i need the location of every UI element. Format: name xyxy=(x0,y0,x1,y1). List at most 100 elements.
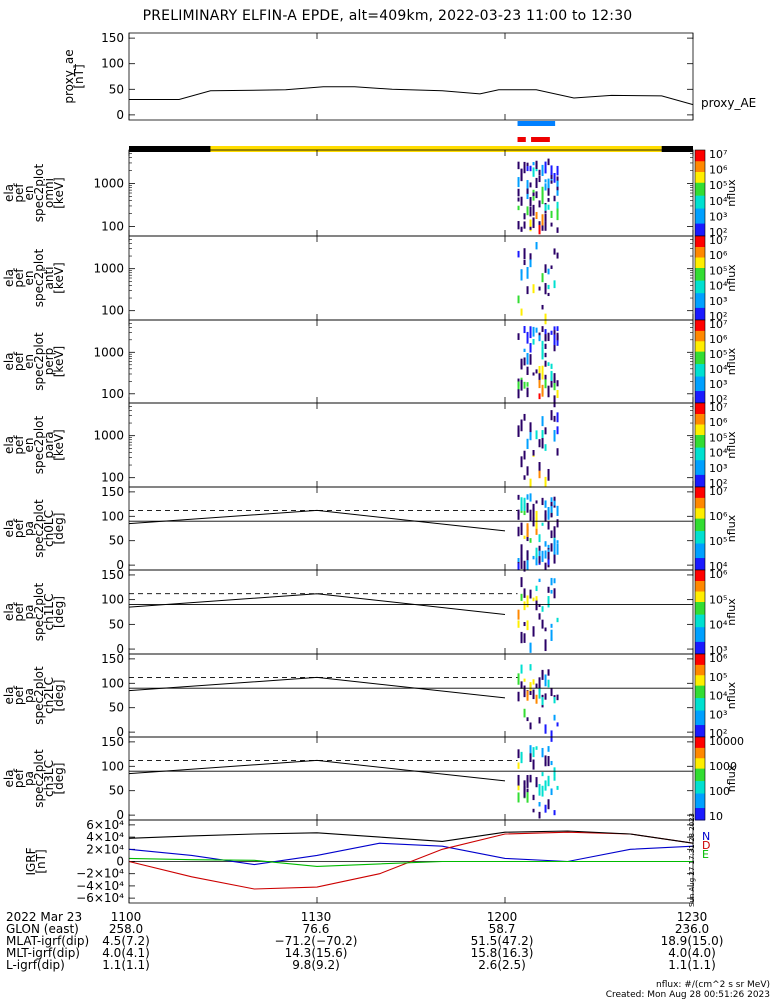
spectrogram-pixel xyxy=(529,682,532,691)
orbit-info-value: 14.3(15.6) xyxy=(285,946,348,960)
spectrogram-pixel xyxy=(556,201,559,212)
spectrogram-pixel xyxy=(544,724,547,734)
colorbar-swatch xyxy=(695,449,705,452)
spectrogram-pixel xyxy=(532,759,535,770)
y-axis-ticks: 100 1000 xyxy=(93,429,693,485)
y-axis-label-line: spec2plot xyxy=(32,163,46,222)
colorbar-swatch xyxy=(695,468,705,471)
colorbar-tick-label: 10⁴ xyxy=(709,560,728,573)
colorbar-tick-label: 10⁵ xyxy=(709,264,727,277)
colorbar-swatch xyxy=(695,699,705,703)
spectrogram-pixel xyxy=(556,252,559,259)
y-axis-label-line: ch2LC xyxy=(42,677,56,714)
spectrogram-pixel xyxy=(535,683,538,689)
colorbar-swatch xyxy=(695,186,705,190)
colorbar-swatch xyxy=(695,549,705,552)
y-tick-label: 4×10⁴ xyxy=(86,830,124,844)
spectrogram-pixel xyxy=(523,497,526,502)
spectrogram-pixel xyxy=(550,165,553,175)
spectrogram-pixel xyxy=(556,227,559,233)
spectrogram-pixel xyxy=(523,633,526,643)
colorbar-swatch xyxy=(695,158,705,162)
colorbar-swatch xyxy=(695,580,705,584)
y-axis-label-line: [keV] xyxy=(52,262,66,293)
spectrogram-pixel xyxy=(547,185,550,196)
y-tick-label: 50 xyxy=(109,82,124,96)
x-axis-ticks xyxy=(128,820,694,903)
spectrogram-pixel xyxy=(538,534,541,543)
colorbar-swatch xyxy=(695,184,705,188)
colorbar-frame xyxy=(694,736,706,821)
spectrogram-pixel xyxy=(523,535,526,539)
colorbar-swatch xyxy=(695,294,705,298)
colorbar-swatch xyxy=(695,487,705,490)
spectrogram-pixel xyxy=(517,609,520,620)
y-tick-label: −6×10⁴ xyxy=(76,891,124,905)
colorbar-swatch xyxy=(695,705,705,709)
colorbar-swatch xyxy=(695,273,705,277)
spectrogram-pixel xyxy=(547,332,550,342)
spectrogram-pixel xyxy=(517,188,520,197)
colorbar-swatch xyxy=(695,805,705,809)
colorbar-swatch xyxy=(695,770,705,773)
spectrogram-pixel xyxy=(553,714,556,721)
spectrogram-pixel xyxy=(517,177,520,188)
colorbar-swatch xyxy=(695,216,705,220)
spectrogram-pixel xyxy=(535,596,538,601)
spectrogram-pixel xyxy=(520,379,523,384)
colorbar-swatch xyxy=(695,572,705,575)
spectrogram-pixel xyxy=(529,753,532,763)
spectrogram-pixel xyxy=(547,268,550,275)
colorbar-swatch xyxy=(695,712,705,715)
colorbar-swatch xyxy=(695,482,705,486)
spectrogram-pixel xyxy=(553,588,556,599)
y-axis-label-line: [deg] xyxy=(52,680,66,712)
colorbar-tick-label: 10⁵ xyxy=(709,179,727,192)
y-axis-label-line: spec2plot xyxy=(32,749,46,808)
igrf-legend-e: E xyxy=(702,848,709,861)
spectrogram-pixel xyxy=(556,786,559,790)
colorbar-swatch xyxy=(695,324,705,327)
colorbar-tick-label: 10⁴ xyxy=(709,619,728,632)
colorbar-swatch xyxy=(695,275,705,279)
orbit-info-value: 76.6 xyxy=(303,922,330,936)
spectrogram-pixel xyxy=(553,810,556,816)
colorbar-swatch xyxy=(695,451,705,454)
colorbar-tick-label: 10⁴ xyxy=(709,690,728,703)
colorbar-tick-label: 10⁷ xyxy=(709,401,727,414)
colorbar-swatch xyxy=(695,691,705,694)
y-axis-label-line: ela xyxy=(2,352,16,370)
spectrogram-pixel xyxy=(517,494,520,500)
colorbar-swatch xyxy=(695,565,705,569)
spectrogram-pixel xyxy=(532,794,535,801)
colorbar-swatch xyxy=(695,326,705,329)
spectrogram-pixel xyxy=(517,384,520,392)
spectrogram-pixel xyxy=(532,626,535,637)
colorbar-tick-label: 10³ xyxy=(709,295,727,308)
spectrogram-pixel xyxy=(553,540,556,548)
spectrogram-data xyxy=(517,242,559,325)
spectrogram-pixel xyxy=(541,304,544,310)
spectrogram-pixel xyxy=(532,192,535,197)
spectrogram-pixel xyxy=(538,677,541,688)
orbit-info-value: 1200 xyxy=(487,910,518,924)
spectrogram-pixel xyxy=(526,392,529,398)
colorbar-swatch xyxy=(695,240,705,243)
y-axis-label-line: pef xyxy=(12,351,26,371)
colorbar-swatch xyxy=(695,280,705,283)
y-tick-label: 0 xyxy=(116,808,124,822)
orbit-info-label: MLAT-igrf(dip) xyxy=(6,934,89,948)
colorbar-swatch xyxy=(695,622,705,626)
spectrogram-pixel xyxy=(544,444,547,451)
y-axis-label-line: ela xyxy=(2,269,16,287)
colorbar-swatch xyxy=(695,726,705,730)
colorbar-swatch xyxy=(695,811,705,815)
spectrogram-pixel xyxy=(520,173,523,182)
spectrogram-pixel xyxy=(544,627,547,632)
y-axis-label-line: spec2plot xyxy=(32,332,46,391)
spectrogram-pixel xyxy=(526,502,529,513)
spectrogram-pixel xyxy=(541,373,544,380)
colorbar-swatch xyxy=(695,563,705,567)
colorbar-swatch xyxy=(695,349,705,352)
y-axis-ticks: 0 50 100 150 xyxy=(101,31,693,122)
